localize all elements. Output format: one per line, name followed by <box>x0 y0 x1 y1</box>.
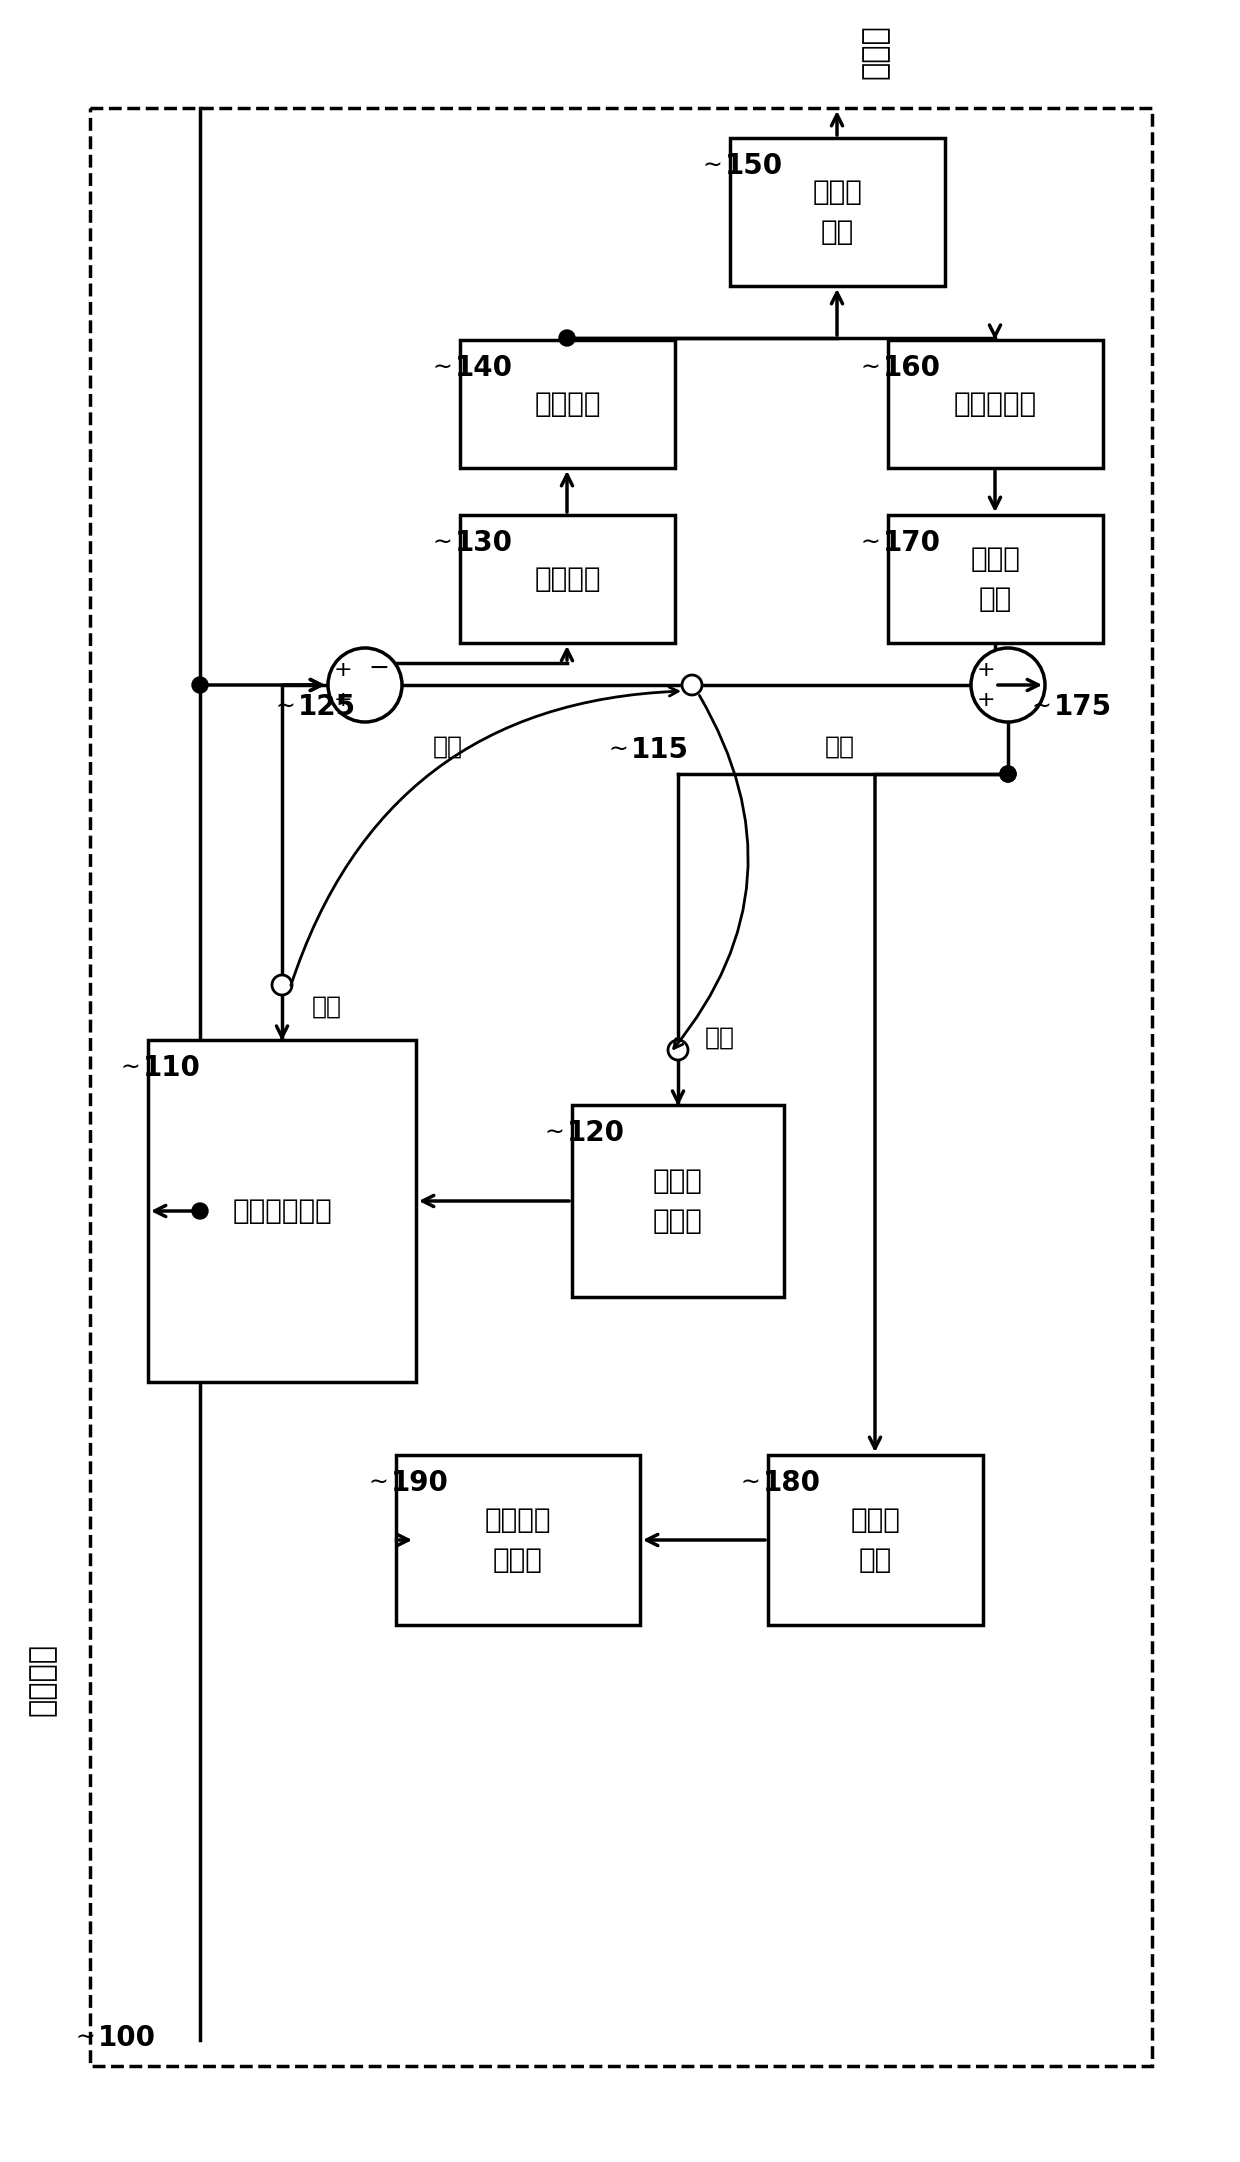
Bar <box>730 138 945 285</box>
Circle shape <box>971 649 1045 722</box>
Text: 帧内: 帧内 <box>825 735 856 759</box>
Text: 测单元: 测单元 <box>653 1206 703 1235</box>
Text: ∼: ∼ <box>120 1055 140 1081</box>
Circle shape <box>668 1040 688 1059</box>
Text: 160: 160 <box>883 355 941 383</box>
Text: +: + <box>977 659 996 681</box>
Text: ∼: ∼ <box>275 694 295 720</box>
Text: 量化单元: 量化单元 <box>534 389 600 417</box>
Circle shape <box>192 1202 208 1219</box>
Text: 输入图像: 输入图像 <box>27 1643 57 1717</box>
Text: ∼: ∼ <box>433 357 453 381</box>
Text: 120: 120 <box>567 1120 625 1148</box>
Text: 130: 130 <box>455 530 513 558</box>
Text: 熵编码: 熵编码 <box>812 177 863 205</box>
Text: 滤波器: 滤波器 <box>851 1507 900 1535</box>
Text: 缓冲器: 缓冲器 <box>494 1546 543 1574</box>
Circle shape <box>682 675 702 694</box>
Text: ∼: ∼ <box>368 1470 388 1494</box>
Circle shape <box>329 649 402 722</box>
Text: ∼: ∼ <box>433 532 453 556</box>
Text: ∼: ∼ <box>740 1470 760 1494</box>
Text: ∼: ∼ <box>861 357 880 381</box>
Circle shape <box>999 765 1016 783</box>
Text: 175: 175 <box>1054 694 1112 720</box>
Text: 110: 110 <box>143 1055 201 1081</box>
Bar <box>396 1455 640 1626</box>
Text: 反量化单元: 反量化单元 <box>954 389 1037 417</box>
Text: 帧间: 帧间 <box>312 995 342 1018</box>
Circle shape <box>559 331 575 346</box>
Text: 150: 150 <box>725 151 784 179</box>
Text: 比特流: 比特流 <box>861 24 889 80</box>
Text: 单元: 单元 <box>821 218 854 246</box>
Text: 140: 140 <box>455 355 513 383</box>
Circle shape <box>999 765 1016 783</box>
Bar <box>888 515 1104 642</box>
Text: 170: 170 <box>883 530 941 558</box>
Text: −: − <box>368 655 389 681</box>
Bar <box>91 108 1152 2067</box>
Text: ∼: ∼ <box>861 532 880 556</box>
Text: +: + <box>334 659 352 681</box>
Text: 变换单元: 变换单元 <box>534 564 600 592</box>
Text: ∼: ∼ <box>544 1122 564 1146</box>
Text: 115: 115 <box>631 735 689 763</box>
Text: 单元: 单元 <box>978 586 1012 614</box>
Text: +: + <box>977 690 996 709</box>
Text: 帧内预: 帧内预 <box>653 1167 703 1196</box>
Text: ∼: ∼ <box>702 154 722 177</box>
Text: 逆变换: 逆变换 <box>971 545 1021 573</box>
Text: 180: 180 <box>763 1468 821 1496</box>
Circle shape <box>192 677 208 694</box>
Text: 100: 100 <box>98 2024 156 2052</box>
Text: +: + <box>334 690 352 709</box>
Bar <box>148 1040 415 1382</box>
Text: ∼: ∼ <box>609 737 627 761</box>
Text: 参考画面: 参考画面 <box>485 1507 552 1535</box>
Bar <box>460 339 675 467</box>
Text: 125: 125 <box>298 694 356 720</box>
Text: 帧间预测单元: 帧间预测单元 <box>232 1198 332 1226</box>
Text: 单元: 单元 <box>859 1546 892 1574</box>
Bar <box>888 339 1104 467</box>
Text: 帧间: 帧间 <box>433 735 463 759</box>
Text: 190: 190 <box>391 1468 449 1496</box>
Bar <box>768 1455 983 1626</box>
Bar <box>572 1105 784 1297</box>
Text: ∼: ∼ <box>1032 694 1052 720</box>
Text: ∼: ∼ <box>76 2026 95 2050</box>
Circle shape <box>272 975 291 995</box>
Text: 帧内: 帧内 <box>706 1027 735 1051</box>
Bar <box>460 515 675 642</box>
